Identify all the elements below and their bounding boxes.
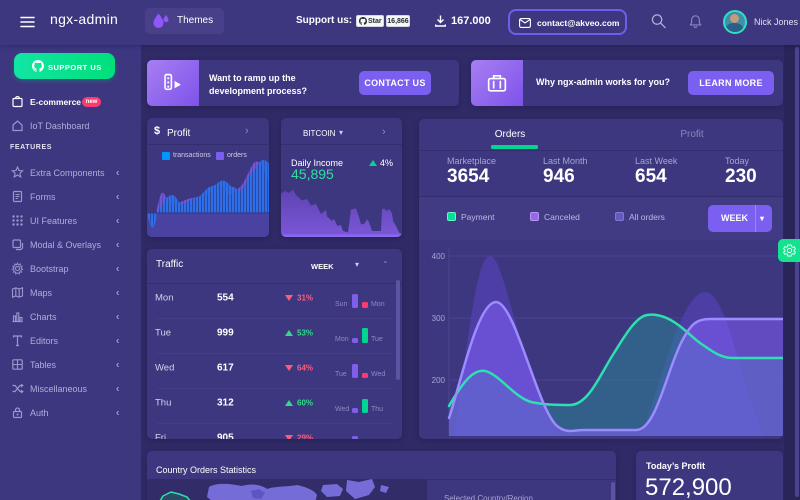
svg-text:200: 200 [432, 376, 446, 385]
svg-text:400: 400 [432, 252, 446, 261]
svg-text:300: 300 [432, 314, 446, 323]
